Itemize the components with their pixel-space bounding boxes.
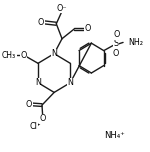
Text: O: O <box>38 18 44 27</box>
Text: N: N <box>67 78 73 87</box>
Text: O: O <box>112 49 119 58</box>
Text: O⁻: O⁻ <box>57 4 67 13</box>
Text: N: N <box>35 78 41 87</box>
Text: N: N <box>51 49 57 58</box>
Text: O: O <box>26 100 32 109</box>
Text: NH₂: NH₂ <box>128 38 143 47</box>
Text: O: O <box>39 114 46 123</box>
Text: CH₃: CH₃ <box>2 51 16 60</box>
Text: O: O <box>113 30 119 39</box>
Text: Cl: Cl <box>29 122 37 131</box>
Text: O: O <box>20 51 27 60</box>
Text: S: S <box>113 39 119 48</box>
Text: NH₄⁺: NH₄⁺ <box>104 131 125 140</box>
Text: O: O <box>84 24 91 33</box>
